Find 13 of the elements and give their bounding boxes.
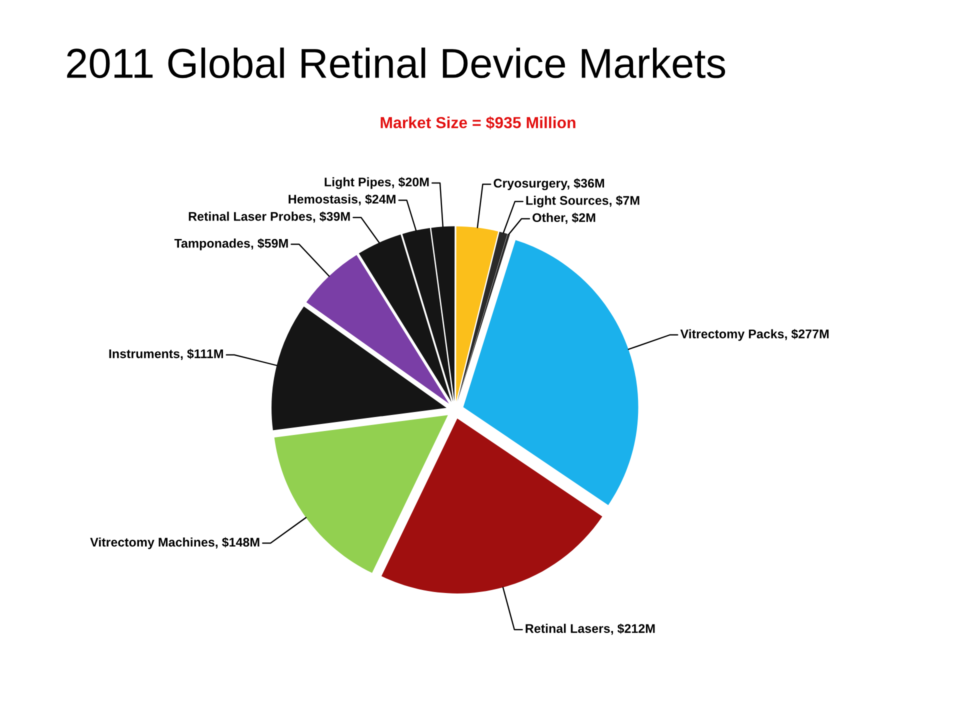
slice-label: Tamponades, $59M: [174, 238, 288, 250]
chart-title: 2011 Global Retinal Device Markets: [67, 48, 726, 78]
chart-subtitle: Market Size = $935 Million: [380, 116, 576, 130]
slice-label: Instruments, $111M: [109, 348, 223, 360]
slice-label: Cryosurgery, $36M: [494, 178, 604, 190]
slice-label: Other, $2M: [532, 212, 596, 224]
slice-label: Retinal Laser Probes, $39M: [188, 211, 350, 223]
slice-label: Vitrectomy Packs, $277M: [680, 328, 829, 341]
slice-label: Retinal Lasers, $212M: [526, 624, 655, 635]
slice-label: Vitrectomy Machines, $148M: [90, 537, 260, 550]
slice-label: Light Pipes, $20M: [324, 177, 429, 189]
slice-label: Light Sources, $7M: [526, 195, 640, 208]
slice-label: Hemostasis, $24M: [288, 194, 396, 206]
